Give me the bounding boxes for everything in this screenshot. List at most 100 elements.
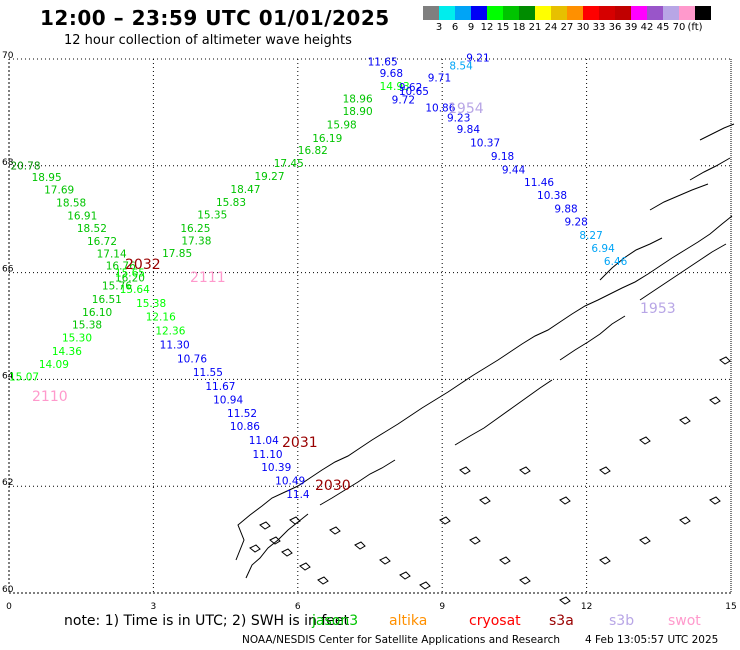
- lon-tick-label: 15: [725, 602, 736, 612]
- wave-height-point: 16.19: [312, 133, 342, 145]
- island-outline: [299, 562, 311, 571]
- island-outline: [599, 556, 611, 565]
- wave-height-point: 10.39: [261, 462, 291, 474]
- coastline-segment: [245, 513, 309, 579]
- island-outline: [559, 496, 571, 505]
- pass-labels: 2032 2111 2110 2031 2030 1954 1953: [32, 101, 676, 494]
- scale-swatch: [551, 6, 567, 20]
- scale-swatch: [535, 6, 551, 20]
- scale-swatch: [631, 6, 647, 20]
- scale-label: 45: [656, 22, 670, 33]
- wave-height-point: 16.20: [115, 273, 145, 285]
- wave-height-point: 14.93: [380, 81, 410, 93]
- coastline-segment: [319, 459, 396, 506]
- scale-label: 18: [512, 22, 526, 33]
- wave-height-point: 10.76: [177, 353, 207, 365]
- scale-swatch: [423, 6, 439, 20]
- island-outline: [519, 466, 531, 475]
- scale-swatch: [455, 6, 471, 20]
- wave-height-point: 15.38: [72, 320, 102, 332]
- map-frame: [8, 58, 732, 594]
- scale-swatch: [663, 6, 679, 20]
- scale-swatch: [679, 6, 695, 20]
- wave-height-point: 17.45: [274, 158, 304, 170]
- lat-tick-label: 62: [2, 478, 13, 488]
- scale-label: 30: [576, 22, 590, 33]
- wave-height-point: 16.76: [106, 260, 136, 272]
- wave-height-point: 8.27: [579, 230, 602, 242]
- scale-label: 39: [624, 22, 638, 33]
- coastline-segment: [639, 243, 727, 301]
- credit-text: NOAA/NESDIS Center for Satellite Applica…: [242, 634, 560, 646]
- wave-height-point: 15.83: [216, 197, 246, 209]
- satellite-legend-jason3: jason3: [312, 613, 359, 629]
- wave-height-point: 14.36: [52, 346, 82, 358]
- wave-height-color-scale: [423, 6, 711, 20]
- scale-swatch: [599, 6, 615, 20]
- wave-height-point: 10.49: [275, 476, 305, 488]
- scale-label: 21: [528, 22, 542, 33]
- scale-label: 24: [544, 22, 558, 33]
- wave-height-point: 17.85: [162, 248, 192, 260]
- scale-swatch: [583, 6, 599, 20]
- wave-height-point: 15.07: [9, 371, 39, 383]
- wave-height-point: 10.38: [537, 190, 567, 202]
- wave-height-point: 11.52: [227, 408, 257, 420]
- wave-height-point: 19.27: [254, 171, 284, 183]
- island-outline: [399, 571, 411, 580]
- satellite-legend-swot: swot: [668, 613, 701, 629]
- lon-tick-label: 0: [6, 602, 12, 612]
- island-outline: [639, 536, 651, 545]
- island-outline: [599, 466, 611, 475]
- wave-height-point: 18.95: [32, 172, 62, 184]
- page-title: 12:00 – 23:59 UTC 01/01/2025: [40, 6, 390, 30]
- wave-height-point: 9.84: [457, 124, 481, 136]
- satellite-legend-cryosat: cryosat: [469, 613, 521, 629]
- wave-height-point: 9.18: [491, 151, 514, 163]
- wave-height-point: 16.91: [67, 211, 97, 223]
- scale-swatch: [615, 6, 631, 20]
- wave-height-point: 15.65: [115, 267, 145, 279]
- island-outline: [289, 516, 301, 525]
- wave-height-point: 11.65: [368, 56, 398, 68]
- scale-label: 9: [467, 22, 475, 33]
- island-outline: [259, 521, 271, 530]
- wave-height-point: 9.21: [466, 53, 489, 65]
- island-outline: [499, 556, 511, 565]
- island-outline: [479, 496, 491, 505]
- wave-height-point: 9.68: [380, 68, 403, 80]
- coastline-segment: [454, 379, 553, 446]
- satellite-legend-s3a: s3a: [549, 613, 574, 629]
- island-outline: [379, 556, 391, 565]
- lat-tick-label: 66: [2, 265, 14, 275]
- wave-height-point: 11.4: [286, 489, 310, 501]
- scale-swatch: [567, 6, 583, 20]
- wave-height-point: 6.94: [591, 243, 615, 255]
- footer-note: note: 1) Time is in UTC; 2) SWH is in fe…: [64, 613, 350, 629]
- scale-swatch: [503, 6, 519, 20]
- wave-height-point: 9.88: [554, 203, 577, 215]
- wave-height-point: 9.28: [564, 217, 587, 229]
- pass-label: 1953: [640, 301, 676, 317]
- satellite-legend-altika: altika: [389, 613, 428, 629]
- wave-height-point: 9.62: [399, 82, 422, 94]
- wave-height-point: 10.37: [470, 138, 500, 150]
- island-outline: [249, 544, 261, 553]
- island-outline: [269, 536, 281, 545]
- lat-tick-label: 70: [2, 51, 14, 61]
- island-outline: [317, 576, 329, 585]
- wave-height-point: 18.96: [343, 93, 373, 105]
- scale-label: 12: [480, 22, 494, 33]
- lon-tick-label: 9: [439, 602, 445, 612]
- pass-label: 2110: [32, 389, 68, 405]
- wave-height-point: 16.10: [82, 307, 112, 319]
- coastline-segment: [689, 157, 731, 181]
- island-outline: [329, 526, 341, 535]
- pass-label: 2111: [190, 270, 226, 286]
- island-outline: [419, 581, 431, 590]
- island-outline: [559, 596, 571, 605]
- wave-height-point: 15.98: [327, 119, 357, 131]
- wave-height-point: 11.55: [193, 367, 223, 379]
